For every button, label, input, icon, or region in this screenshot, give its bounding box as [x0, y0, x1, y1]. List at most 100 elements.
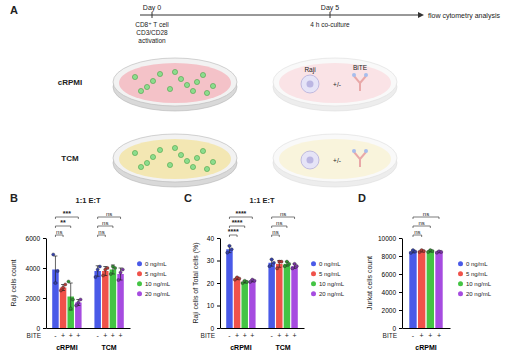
bite-sign: + — [428, 332, 432, 339]
y-tick-mark — [43, 268, 46, 269]
t-cell — [194, 79, 199, 84]
y-tick-mark — [399, 256, 402, 257]
y-tick-label: 2000 — [382, 307, 397, 314]
timeline-label: Day 0 — [143, 4, 161, 12]
bite-icon — [364, 73, 368, 77]
medium-label: cRPMI — [58, 78, 82, 87]
t-cell — [190, 164, 195, 169]
data-point — [71, 298, 74, 301]
chart-panel: B1:1 E:T0200040006000Raji cells countcRP… — [10, 192, 171, 351]
y-tick-mark — [217, 261, 220, 262]
y-tick-label: 6000 — [26, 235, 41, 242]
data-point — [119, 271, 122, 274]
bite-sign: + — [285, 332, 289, 339]
y-tick-mark — [217, 328, 220, 329]
y-tick: 40 — [207, 235, 220, 242]
data-point — [121, 268, 124, 271]
x-tick: cRPMI — [230, 328, 251, 351]
group-label: TCM — [276, 344, 291, 351]
data-point — [79, 298, 82, 301]
bite-icon — [354, 76, 366, 91]
dish-medium — [119, 139, 231, 179]
data-point — [96, 268, 99, 271]
bite-sign: + — [119, 332, 123, 339]
x-axis-line — [47, 328, 131, 329]
y-tick-label: 0 — [210, 325, 214, 332]
plus-minus: +/- — [333, 81, 341, 88]
significance-bracket — [413, 226, 430, 228]
x-axis: cRPMI TCM — [221, 328, 305, 351]
medium-label: TCM — [61, 154, 79, 163]
y-tick-mark — [399, 274, 402, 275]
bite-sign: + — [61, 332, 65, 339]
y-tick-mark — [43, 238, 46, 239]
bar — [60, 288, 66, 329]
data-point — [117, 278, 120, 281]
legend-swatch — [311, 291, 316, 296]
significance-label: ns — [272, 229, 278, 235]
significance-label: *** — [63, 210, 71, 217]
row-label: BITE — [27, 332, 42, 339]
significance-bracket — [229, 226, 244, 228]
bite-sign: + — [420, 332, 424, 339]
t-cell — [150, 78, 155, 83]
y-axis-line — [46, 239, 47, 329]
legend: 0 ng/mL5 ng/mL10 ng/mL20 ng/mL — [311, 261, 345, 297]
bite-sign: + — [293, 332, 297, 339]
significance-bracket — [98, 217, 121, 219]
y-tick-label: 10 — [207, 302, 215, 309]
raji-nucleus — [307, 157, 314, 164]
data-point — [275, 267, 278, 270]
plot-marks — [226, 244, 299, 328]
t-cell — [167, 162, 172, 167]
legend: 0 ng/mL5 ng/mL10 ng/mL20 ng/mL — [137, 261, 171, 297]
timeline-tick — [152, 12, 153, 18]
t-cell — [194, 155, 199, 160]
x-tick: cRPMI — [415, 328, 436, 351]
bar — [435, 252, 442, 328]
y-tick: 8000 — [382, 253, 402, 260]
y-tick: 2000 — [26, 295, 46, 302]
timeline-label: Day 5 — [321, 4, 339, 12]
y-tick: 0 — [36, 325, 46, 332]
significance-label: ns — [102, 220, 108, 226]
data-point — [56, 269, 59, 272]
bite-sign: - — [228, 332, 231, 339]
y-tick: 4000 — [26, 265, 46, 272]
bar — [418, 251, 425, 328]
dish-rim — [113, 58, 237, 106]
bite-sign: + — [235, 332, 239, 339]
t-cell — [157, 71, 162, 76]
y-tick-mark — [217, 238, 220, 239]
t-cell — [184, 158, 189, 163]
legend-label: 10 ng/mL — [466, 281, 492, 287]
y-tick: 6000 — [382, 271, 402, 278]
y-tick: 10 — [207, 302, 220, 309]
culture-dish — [273, 134, 397, 187]
data-point — [54, 281, 57, 284]
chart-panel: D0200040006000800010000Jurkat cells coun… — [358, 192, 492, 351]
dish-medium — [279, 63, 391, 103]
y-tick: 0 — [210, 325, 220, 332]
raji-cell — [301, 75, 319, 93]
bite-sign: + — [277, 332, 281, 339]
step-note: CD8⁺ T cell — [135, 21, 169, 28]
bite-sign: + — [111, 332, 115, 339]
y-axis: 0200040006000800010000 — [378, 235, 403, 332]
legend: 0 ng/mL5 ng/mL10 ng/mL20 ng/mL — [458, 261, 492, 297]
bite-sign: + — [69, 332, 73, 339]
significance-bracket — [98, 235, 106, 237]
y-tick-mark — [217, 306, 220, 307]
group-label: cRPMI — [415, 344, 436, 351]
timeline-arrow — [418, 12, 424, 18]
legend-swatch — [311, 261, 316, 266]
data-point — [245, 280, 248, 283]
bite-label: BiTE — [353, 64, 368, 71]
significance-label: ns — [98, 229, 104, 235]
bar — [427, 251, 434, 328]
step-note: CD3/CD28 — [136, 29, 168, 36]
t-cell — [167, 86, 172, 91]
legend-swatch — [458, 261, 463, 266]
significance-label: ns — [280, 211, 286, 217]
x-axis-line — [403, 328, 451, 329]
